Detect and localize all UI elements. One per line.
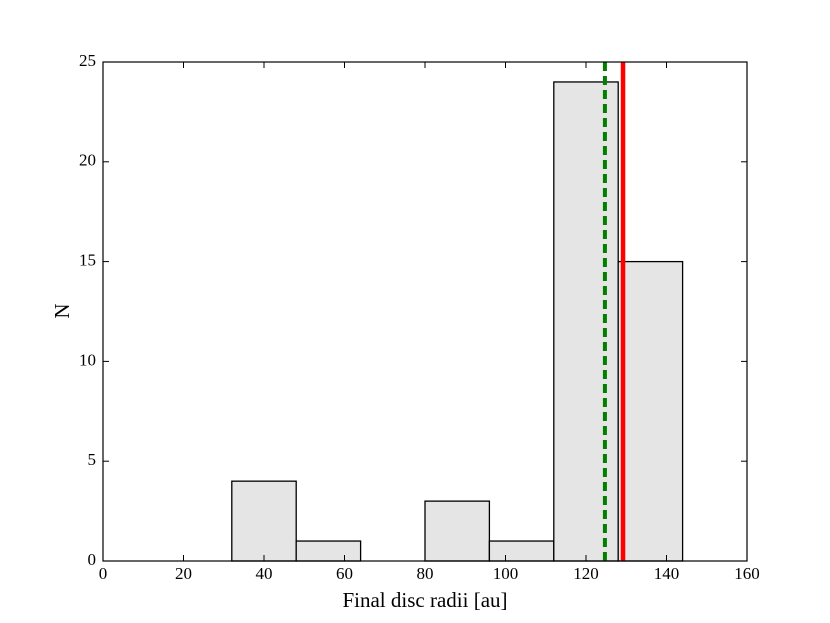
x-tick-label: 40 [256, 564, 273, 583]
x-tick-label: 80 [417, 564, 434, 583]
x-tick-label: 60 [336, 564, 353, 583]
bar [231, 480, 297, 562]
bar [553, 81, 619, 562]
x-axis-label: Final disc radii [au] [342, 588, 507, 612]
x-tick-label: 100 [493, 564, 519, 583]
y-tick-label: 15 [79, 251, 96, 270]
x-tick-label: 20 [175, 564, 192, 583]
y-tick-label: 5 [88, 450, 97, 469]
y-tick-label: 20 [79, 151, 96, 170]
y-axis-label: N [50, 303, 74, 318]
y-tick-label: 10 [79, 350, 96, 369]
y-tick-label: 0 [88, 550, 97, 569]
bar [424, 500, 491, 562]
x-tick-label: 120 [573, 564, 599, 583]
bar [295, 540, 362, 562]
x-tick-label: 160 [734, 564, 760, 583]
bar [488, 540, 555, 562]
y-tick-label: 25 [79, 51, 96, 70]
x-tick-label: 0 [99, 564, 108, 583]
x-tick-label: 140 [654, 564, 680, 583]
bar [617, 260, 684, 562]
